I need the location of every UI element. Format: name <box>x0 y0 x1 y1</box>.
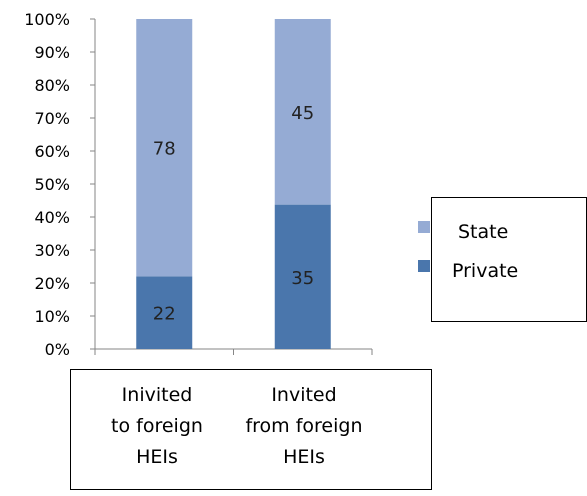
x-axis: Inivited to foreign HEIs Invited from foreig… <box>70 348 432 490</box>
data-label: 22 <box>153 304 176 325</box>
legend-box <box>431 197 587 322</box>
data-label: 45 <box>291 103 314 124</box>
legend-swatch-private <box>418 260 430 272</box>
y-axis: 0% 10% 20% 30% 40% 50% 60% 70% 80% 90% 100% <box>24 10 96 359</box>
legend: State Private <box>418 197 587 322</box>
bar-segment-private <box>136 276 193 349</box>
y-tick-label: 30% <box>34 241 70 260</box>
category-label-box <box>70 369 432 490</box>
data-labels: 22 78 35 45 <box>153 103 314 325</box>
y-tick-label: 80% <box>34 76 70 95</box>
y-tick-label: 90% <box>34 43 70 62</box>
y-tick-label: 100% <box>24 10 70 29</box>
y-tick-label: 50% <box>34 175 70 194</box>
legend-label: State <box>458 221 508 243</box>
bar-segment-state <box>274 19 331 205</box>
y-tick-label: 10% <box>34 307 70 326</box>
y-tick-label: 60% <box>34 142 70 161</box>
y-tick-label: 70% <box>34 109 70 128</box>
data-label: 35 <box>291 268 314 289</box>
category-label: Inivited to foreign HEIs <box>111 384 203 468</box>
y-tick-label: 20% <box>34 274 70 293</box>
legend-label: Private <box>452 260 518 282</box>
y-tick-label: 0% <box>45 340 70 359</box>
bars <box>136 19 331 349</box>
bar-segment-state <box>136 19 193 277</box>
legend-swatch-state <box>418 221 430 233</box>
data-label: 78 <box>153 139 176 160</box>
y-tick-label: 40% <box>34 208 70 227</box>
category-label: Invited from foreign HEIs <box>245 384 362 468</box>
bar-segment-private <box>274 204 331 349</box>
